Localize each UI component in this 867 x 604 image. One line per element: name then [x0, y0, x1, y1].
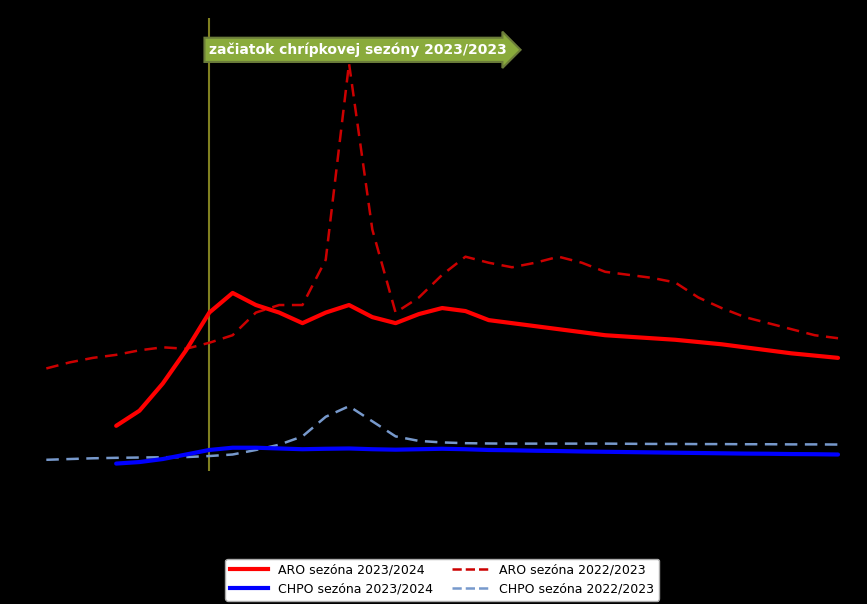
Legend: ARO sezóna 2023/2024, CHPO sezóna 2023/2024, ARO sezóna 2022/2023, CHPO sezóna 2: ARO sezóna 2023/2024, CHPO sezóna 2023/2…	[225, 559, 659, 601]
Text: začiatok chrípkovej sezóny 2023/2023: začiatok chrípkovej sezóny 2023/2023	[209, 42, 507, 57]
